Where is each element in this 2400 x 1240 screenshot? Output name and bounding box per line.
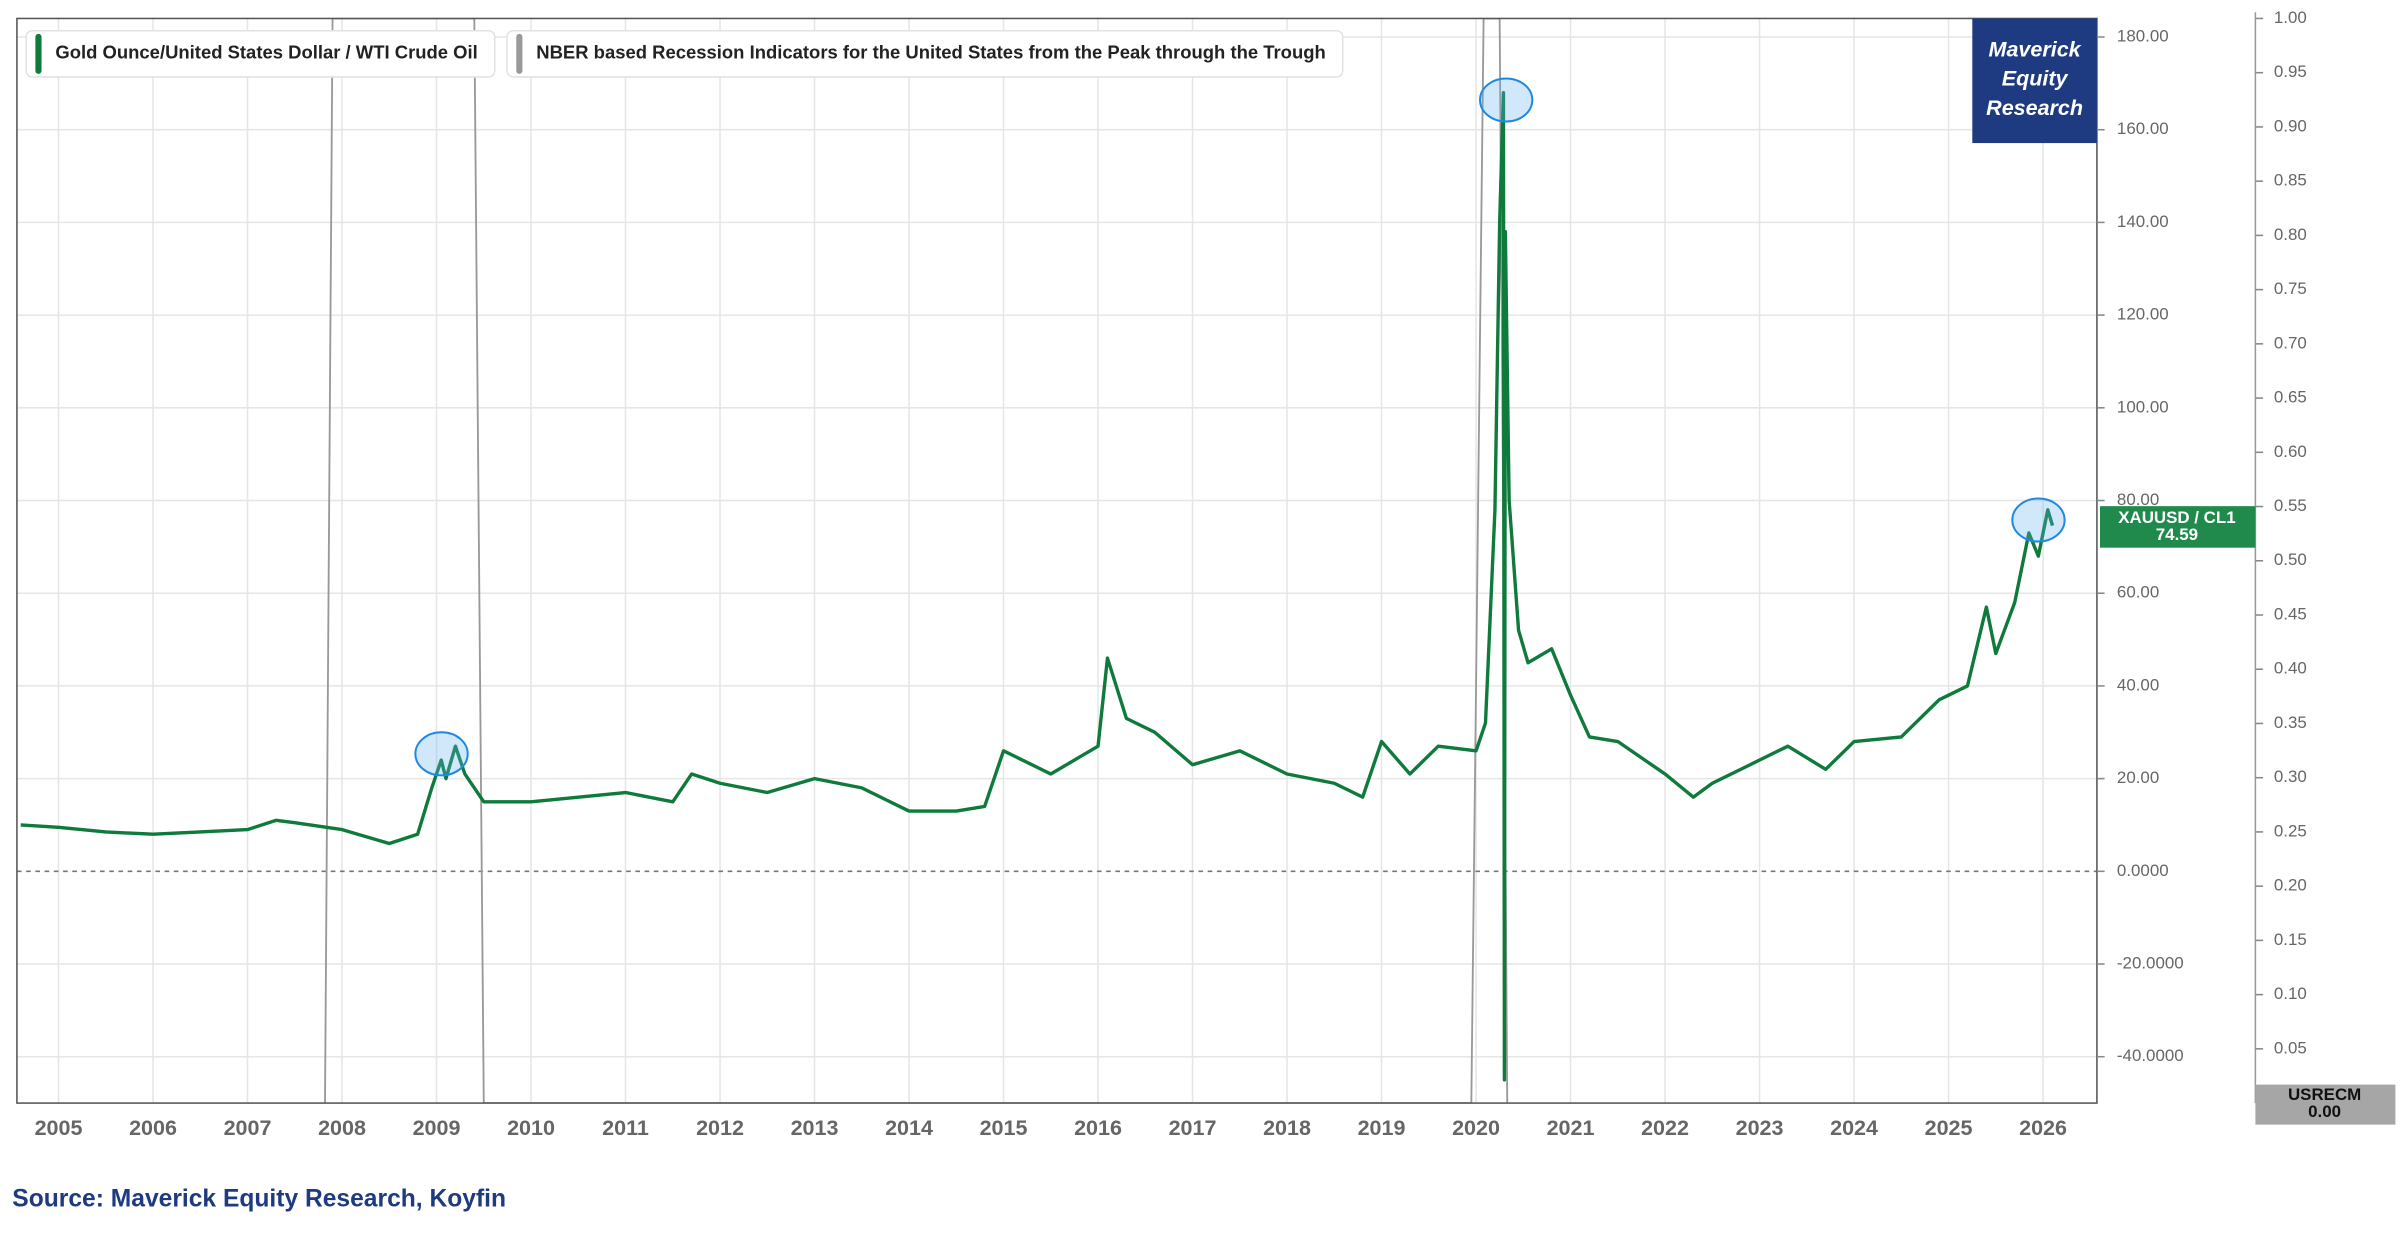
x-tick-label: 2025 (1925, 1116, 1973, 1140)
y-tick-label: 20.00 (2117, 768, 2159, 787)
y-tick-label: 40.00 (2117, 675, 2159, 694)
legend-label: Gold Ounce/United States Dollar / WTI Cr… (55, 42, 477, 63)
x-tick-label: 2014 (885, 1116, 933, 1140)
badge-value: 0.00 (2308, 1102, 2341, 1121)
y2-tick-label: 0.75 (2274, 279, 2307, 298)
highlight (2011, 497, 2066, 543)
y2-tick-label: 0.35 (2274, 713, 2307, 732)
y-tick-label: 160.00 (2117, 119, 2169, 138)
y-tick-label: -40.0000 (2117, 1046, 2184, 1065)
x-tick-label: 2008 (318, 1116, 366, 1140)
highlight (414, 731, 469, 777)
plot-frame (16, 17, 2098, 1104)
badge-label: USRECM (2288, 1085, 2361, 1104)
x-tick-label: 2007 (224, 1116, 272, 1140)
y2-tick-label: 0.45 (2274, 604, 2307, 623)
legend-box (506, 30, 1344, 78)
y-tick-label: 140.00 (2117, 212, 2169, 231)
x-tick-label: 2018 (1263, 1116, 1311, 1140)
legend-swatch (35, 33, 42, 74)
y2-tick-label: 0.10 (2274, 984, 2307, 1003)
x-tick-label: 2015 (980, 1116, 1028, 1140)
y2-tick-label: 0.95 (2274, 62, 2307, 81)
x-tick-label: 2024 (1830, 1116, 1878, 1140)
y2-tick-label: 0.70 (2274, 333, 2307, 352)
x-tick-label: 2006 (129, 1116, 177, 1140)
x-tick-label: 2023 (1736, 1116, 1784, 1140)
last-value-badge (2255, 1084, 2396, 1125)
x-tick-label: 2026 (2019, 1116, 2067, 1140)
y2-tick-label: 0.30 (2274, 767, 2307, 786)
x-tick-label: 2010 (507, 1116, 555, 1140)
y-tick-label: 60.00 (2117, 583, 2159, 602)
legend-label: NBER based Recession Indicators for the … (536, 42, 1326, 63)
x-tick-label: 2009 (413, 1116, 461, 1140)
x-tick-label: 2005 (35, 1116, 83, 1140)
y-tick-label: 0.0000 (2117, 861, 2169, 880)
badge-label: XAUUSD / CL1 (2118, 508, 2235, 527)
legend-item: NBER based Recession Indicators for the … (506, 30, 1344, 78)
x-tick-label: 2013 (791, 1116, 839, 1140)
highlight (1479, 77, 1534, 123)
last-value-badge (2100, 506, 2256, 548)
plot (20, 18, 2055, 1104)
logo-text: Research (1986, 96, 2083, 120)
data-line (20, 90, 2055, 1082)
logo-text: Equity (2002, 67, 2069, 91)
y2-tick-label: 1.00 (2274, 8, 2307, 27)
grid (16, 18, 2097, 1104)
legend-item: Gold Ounce/United States Dollar / WTI Cr… (25, 30, 496, 78)
y2-tick-label: 0.55 (2274, 496, 2307, 515)
logo-box (1972, 18, 2097, 144)
y2-tick-label: 0.50 (2274, 550, 2307, 569)
y-tick-label: 120.00 (2117, 305, 2169, 324)
logo-text: Maverick (1989, 37, 2082, 61)
y2-tick-label: 0.90 (2274, 116, 2307, 135)
y2-tick-label: 0.80 (2274, 225, 2307, 244)
y2-tick-label: 0.15 (2274, 930, 2307, 949)
y-tick-label: 180.00 (2117, 26, 2169, 45)
legend: Gold Ounce/United States Dollar / WTI Cr… (25, 30, 1344, 78)
legend-box (25, 30, 496, 78)
y-tick-label: 80.00 (2117, 490, 2159, 509)
y2-tick-label: 0.60 (2274, 442, 2307, 461)
legend-swatch (516, 33, 523, 74)
source: Source: Maverick Equity Research, Koyfin (12, 1185, 506, 1212)
y-tick-label: -20.0000 (2117, 953, 2184, 972)
y-tick-label: 100.00 (2117, 397, 2169, 416)
x-tick-label: 2019 (1358, 1116, 1406, 1140)
y2-tick-label: 0.25 (2274, 821, 2307, 840)
x-tick-label: 2022 (1641, 1116, 1689, 1140)
y2-tick-label: 0.40 (2274, 659, 2307, 678)
x-tick-label: 2016 (1074, 1116, 1122, 1140)
x-tick-label: 2012 (696, 1116, 744, 1140)
y2-tick-label: 0.05 (2274, 1038, 2307, 1057)
badge-value: 74.59 (2156, 525, 2198, 544)
y2-tick-label: 0.65 (2274, 388, 2307, 407)
y2-tick-label: 0.20 (2274, 876, 2307, 895)
x-tick-label: 2020 (1452, 1116, 1500, 1140)
x-tick-label: 2017 (1169, 1116, 1217, 1140)
x-tick-label: 2021 (1547, 1116, 1595, 1140)
y2-tick-label: 0.85 (2274, 171, 2307, 190)
x-tick-label: 2011 (602, 1116, 649, 1140)
